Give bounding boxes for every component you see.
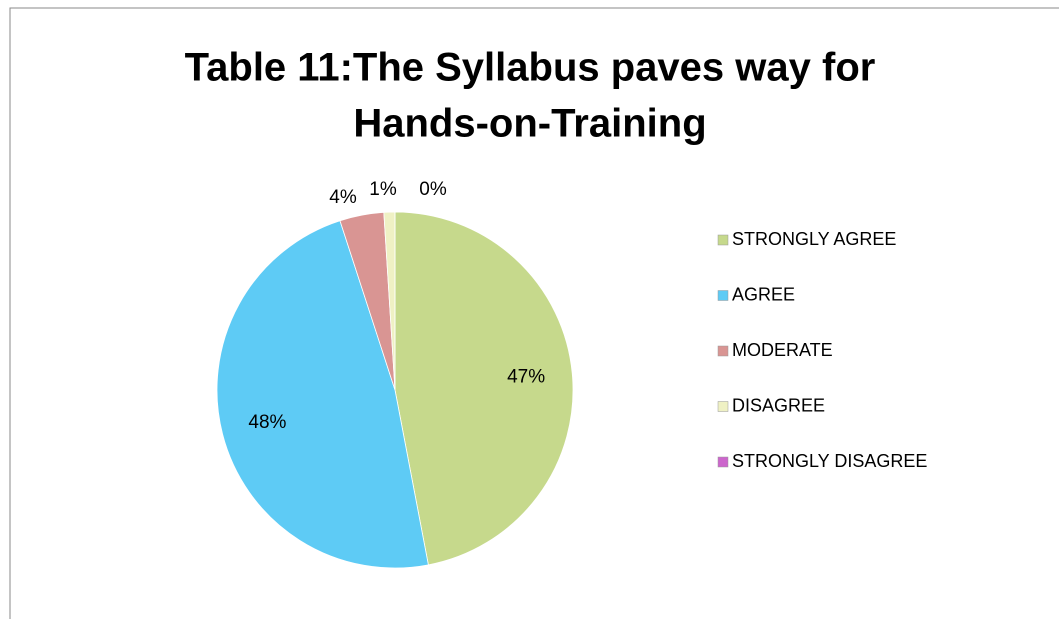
legend-label: DISAGREE: [732, 395, 825, 415]
chart-title: Hands-on-Training: [353, 102, 706, 146]
pie-slice: [216, 220, 429, 569]
data-label: 4%: [329, 187, 357, 208]
data-label: 1%: [369, 179, 397, 200]
legend-swatch: [717, 290, 729, 301]
legend-label: STRONGLY DISAGREE: [732, 451, 927, 471]
chart-title: Table 11:The Syllabus paves way for: [185, 46, 876, 90]
legend-label: AGREE: [732, 284, 795, 304]
data-label: 48%: [248, 412, 286, 433]
legend-label: MODERATE: [732, 340, 833, 360]
legend-swatch: [717, 234, 729, 246]
legend-label: STRONGLY AGREE: [732, 229, 896, 249]
legend-swatch: [717, 345, 729, 357]
data-label: 47%: [507, 367, 545, 388]
legend-swatch: [717, 401, 729, 412]
pie-slice: [394, 211, 574, 566]
legend-swatch: [717, 456, 729, 468]
data-label: 0%: [419, 179, 447, 200]
